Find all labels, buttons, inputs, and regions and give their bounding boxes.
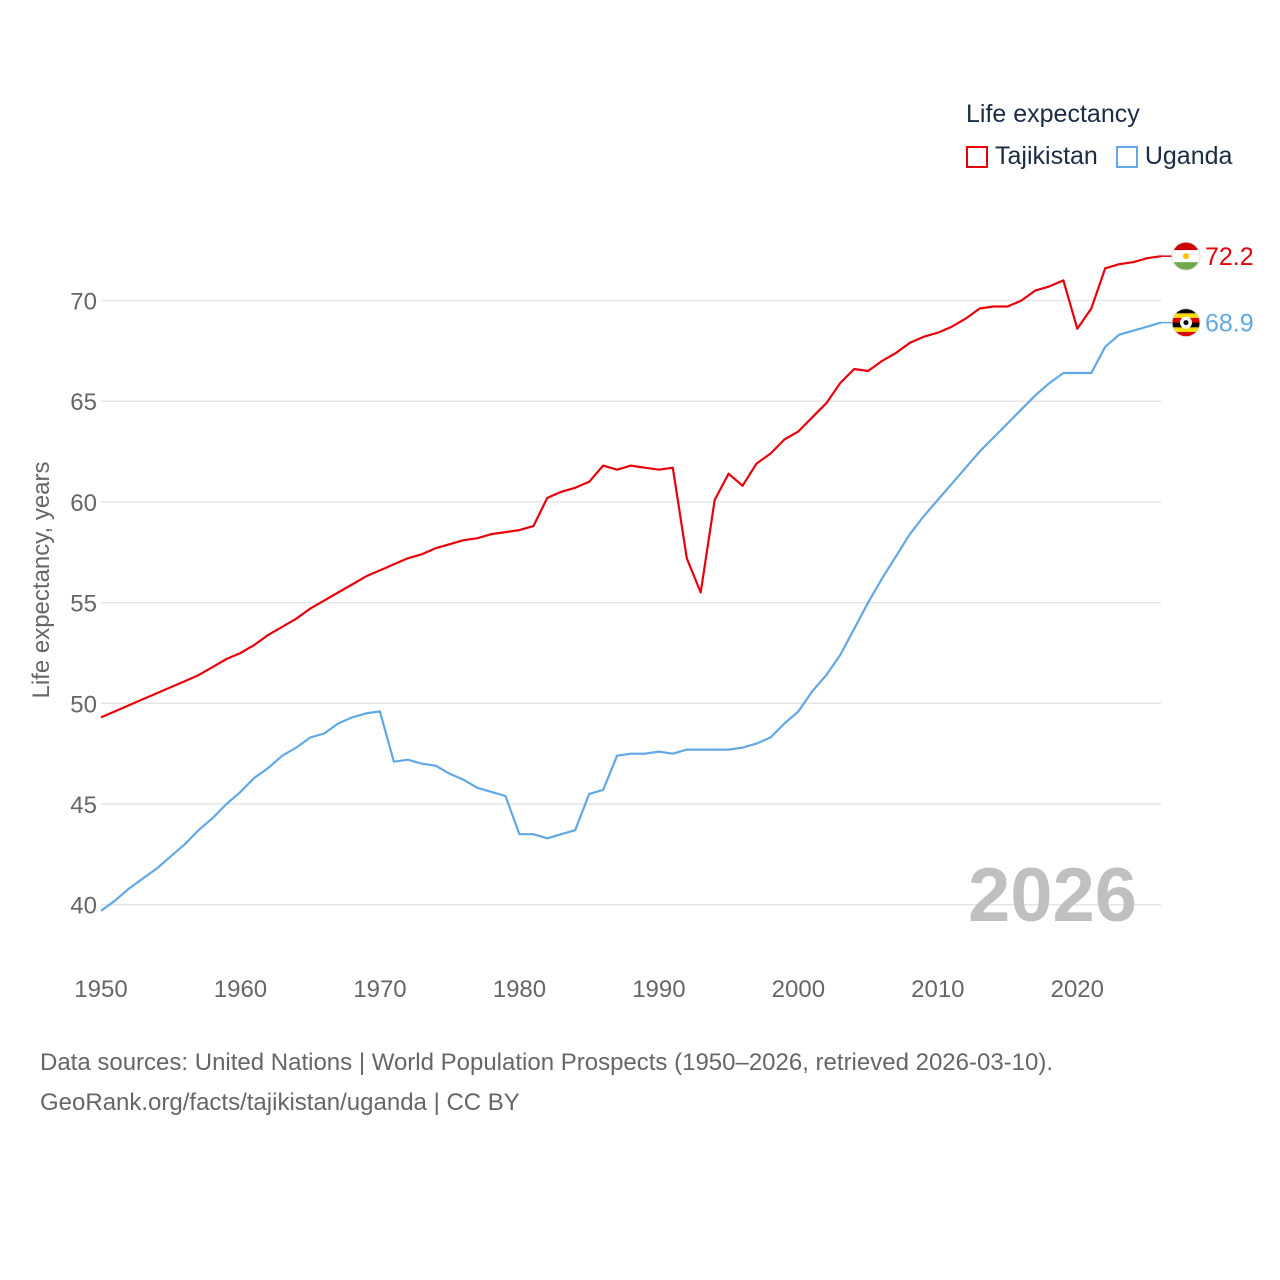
x-axis-ticks: 1950 1960 1970 1980 1990 2000 2010 2020 — [74, 976, 1104, 1003]
end-label-uganda: 68.9 — [1205, 310, 1254, 338]
legend-item-tajikistan[interactable]: Tajikistan — [966, 142, 1098, 171]
footer: Data sources: United Nations | World Pop… — [40, 1043, 1053, 1123]
flag-uganda — [1171, 308, 1201, 338]
y-tick-40: 40 — [70, 893, 97, 920]
y-axis-ticks: 40 45 50 55 60 65 70 — [70, 288, 97, 919]
y-tick-45: 45 — [70, 792, 97, 819]
series-lines — [100, 255, 1162, 912]
legend-swatch-uganda — [1115, 145, 1138, 168]
series-end-markers: 72.2 68.9 — [1161, 241, 1254, 338]
grid — [101, 299, 1161, 906]
series-line-tajikistan — [100, 255, 1162, 719]
x-tick-1970: 1970 — [353, 976, 406, 1003]
y-tick-55: 55 — [70, 591, 97, 618]
legend-label-tajikistan: Tajikistan — [995, 142, 1098, 170]
current-year-label: 2026 — [968, 853, 1138, 938]
legend-title: Life expectancy — [966, 100, 1140, 128]
x-tick-1950: 1950 — [74, 976, 127, 1003]
x-tick-2010: 2010 — [911, 976, 964, 1003]
legend-item-uganda[interactable]: Uganda — [1115, 142, 1233, 171]
footer-sources: Data sources: United Nations | World Pop… — [40, 1049, 1054, 1076]
end-label-tajikistan: 72.2 — [1205, 243, 1254, 271]
legend: Tajikistan Uganda — [966, 142, 1250, 171]
series-line-uganda — [100, 321, 1162, 912]
x-tick-1960: 1960 — [214, 976, 267, 1003]
y-tick-50: 50 — [70, 691, 97, 718]
legend-label-uganda: Uganda — [1144, 142, 1233, 170]
footer-credit: GeoRank.org/facts/tajikistan/uganda | CC… — [40, 1089, 520, 1116]
legend-swatch-tajikistan — [966, 145, 988, 168]
x-tick-2000: 2000 — [772, 976, 825, 1003]
flag-tajikistan — [1171, 241, 1201, 271]
x-tick-1990: 1990 — [632, 976, 685, 1003]
y-tick-70: 70 — [70, 288, 97, 315]
x-tick-1980: 1980 — [493, 976, 546, 1003]
y-axis-label: Life expectancy, years — [28, 461, 55, 699]
x-tick-2020: 2020 — [1051, 976, 1104, 1003]
y-tick-65: 65 — [70, 389, 97, 416]
y-tick-60: 60 — [70, 490, 97, 517]
